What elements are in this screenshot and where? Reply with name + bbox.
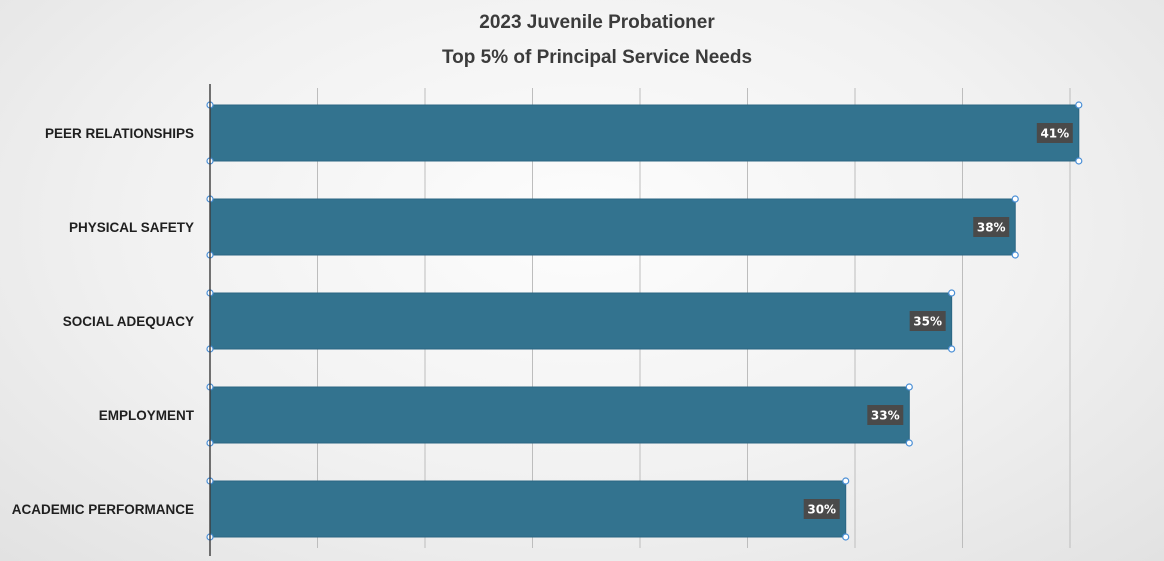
bar[interactable] [209,386,910,444]
selection-handle[interactable] [842,477,850,485]
bar[interactable] [209,198,1016,256]
category-label: PEER RELATIONSHIPS [45,126,194,141]
data-label: 30% [807,503,836,517]
selection-handle[interactable] [1011,251,1019,259]
category-label: EMPLOYMENT [99,408,195,423]
bars: PEER RELATIONSHIPS 41% PHYSICAL SAFETY 38% S… [12,101,1083,541]
data-label: 41% [1040,127,1069,141]
bar[interactable] [209,292,953,350]
data-label-box [803,499,840,519]
selection-handle[interactable] [905,439,913,447]
bar-group: EMPLOYMENT 33% [99,383,913,447]
category-label: SOCIAL ADEQUACY [63,314,194,329]
selection-handle[interactable] [1011,195,1019,203]
data-label-box [1036,123,1073,143]
data-label: 33% [871,409,900,423]
chart-subtitle: Top 5% of Principal Service Needs [442,47,752,68]
bar-group: PEER RELATIONSHIPS 41% [45,101,1083,165]
data-label-box [909,311,946,331]
bar[interactable] [209,480,847,538]
chart-title: 2023 Juvenile Probationer [479,12,715,33]
data-label-box [867,405,904,425]
selection-handle[interactable] [1075,101,1083,109]
bar-group: PHYSICAL SAFETY 38% [69,195,1019,259]
data-label: 35% [913,315,942,329]
category-label: ACADEMIC PERFORMANCE [12,502,194,517]
category-label: PHYSICAL SAFETY [69,220,194,235]
selection-handle[interactable] [905,383,913,391]
bar-group: ACADEMIC PERFORMANCE 30% [12,477,850,541]
data-label: 38% [977,221,1006,235]
selection-handle[interactable] [948,345,956,353]
selection-handle[interactable] [1075,157,1083,165]
bar-group: SOCIAL ADEQUACY 35% [63,289,956,353]
data-label-box [973,217,1010,237]
selection-handle[interactable] [842,533,850,541]
bar[interactable] [209,104,1080,162]
selection-handle[interactable] [948,289,956,297]
